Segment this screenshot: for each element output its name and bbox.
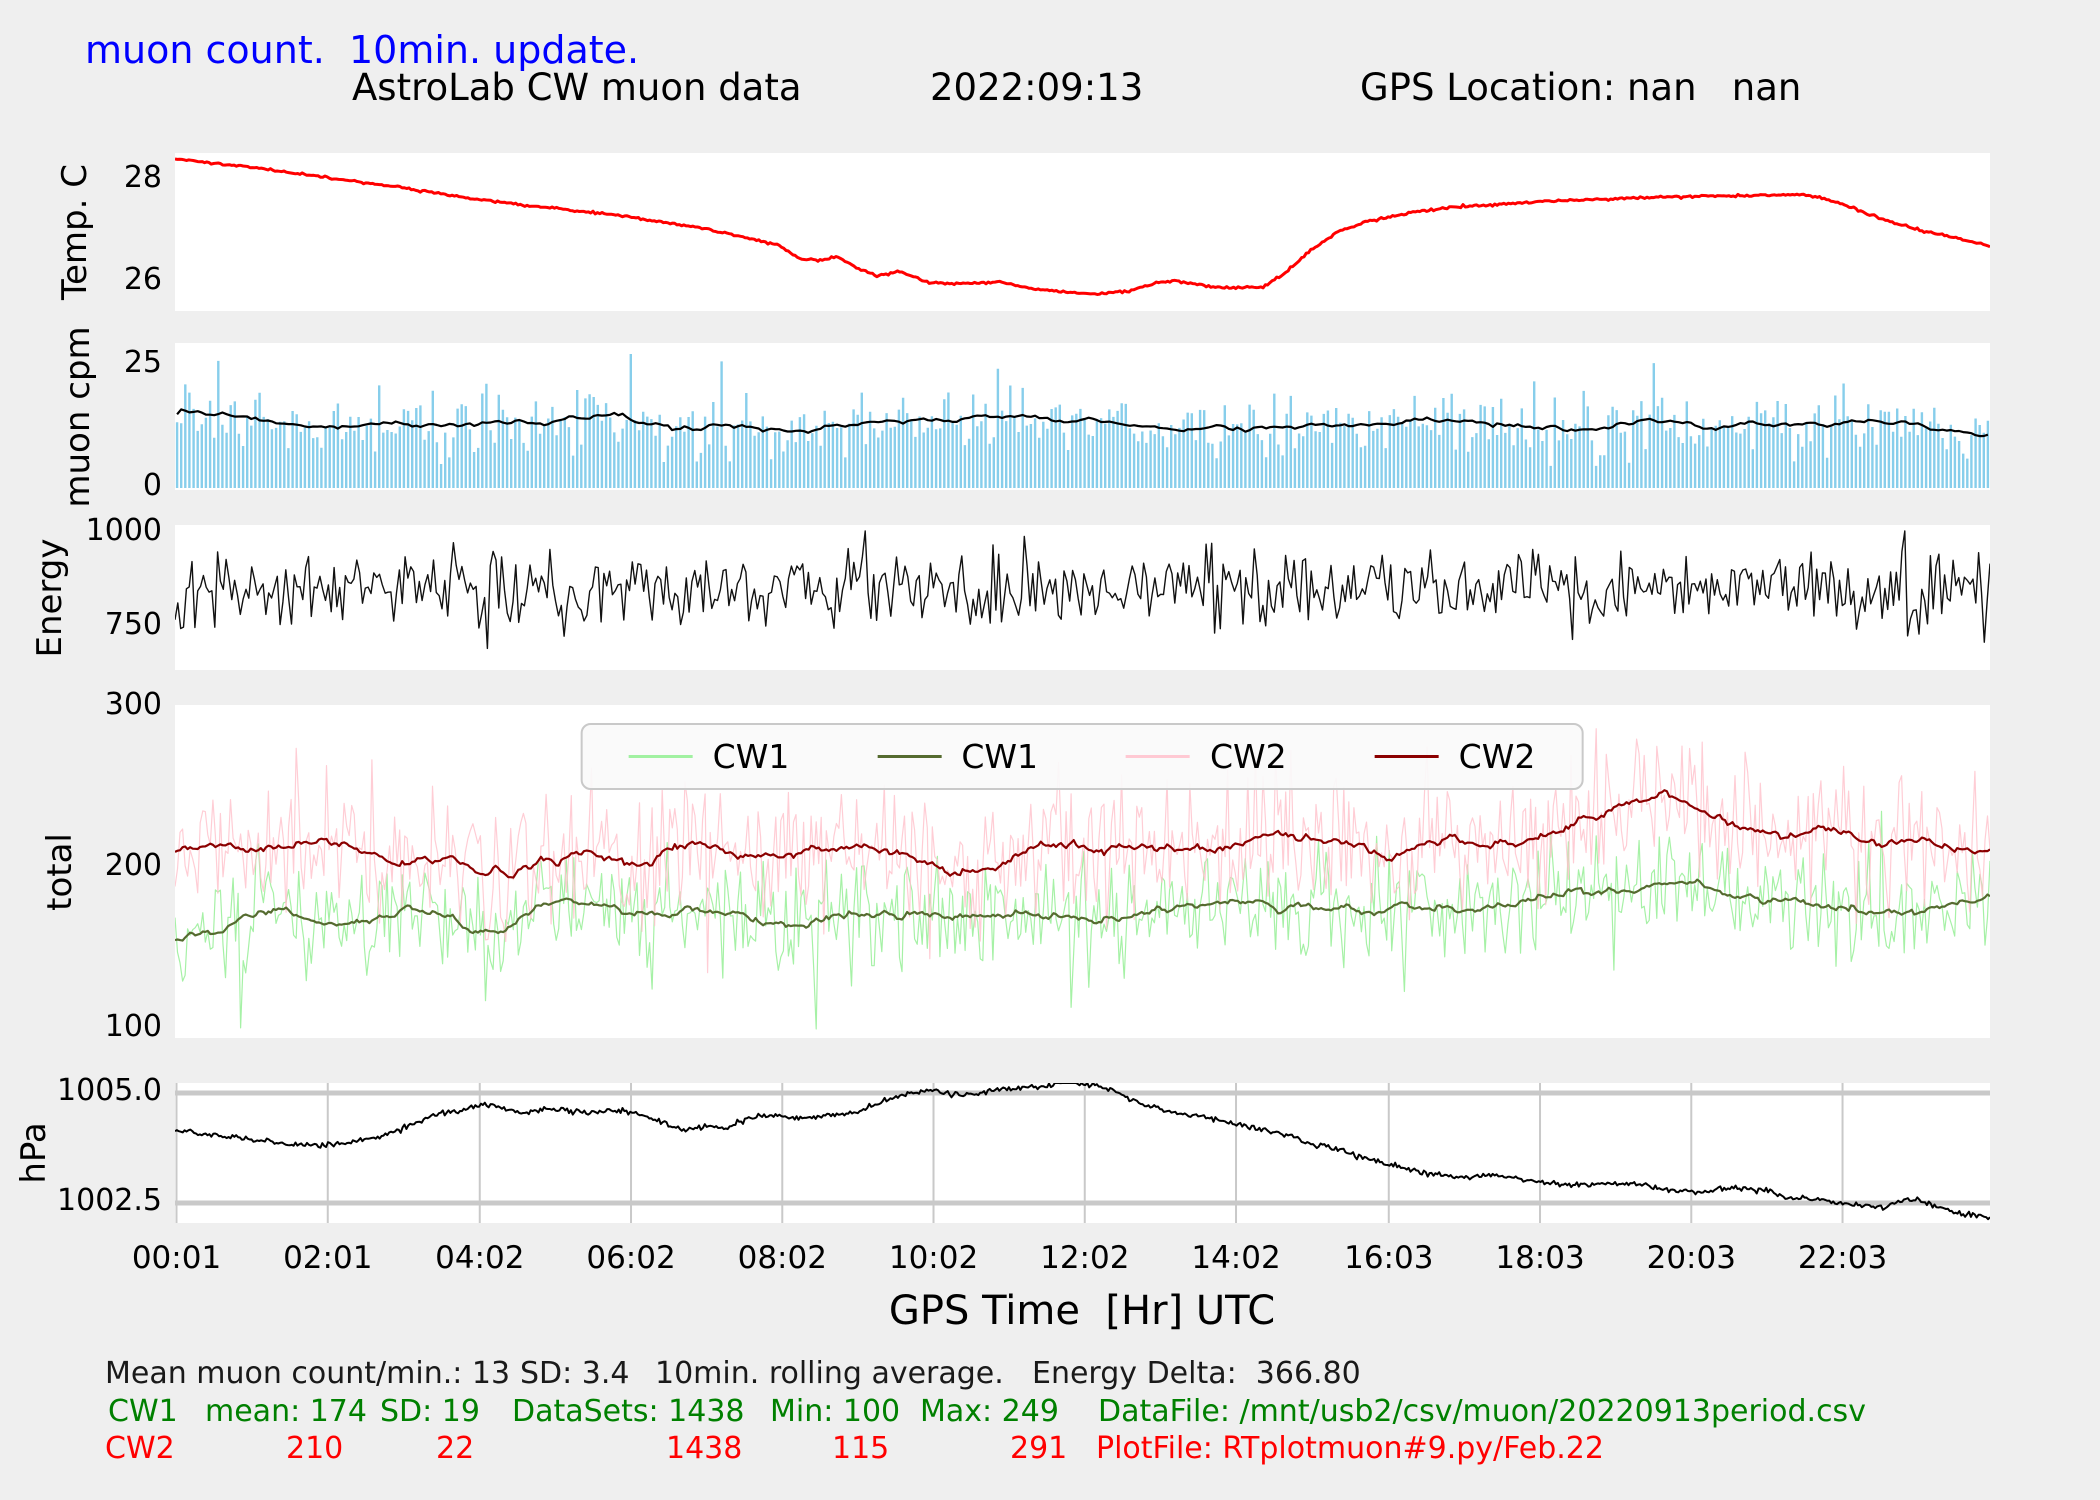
plot-file-path: PlotFile: RTplotmuon#9.py/Feb.22 (1096, 1431, 1604, 1466)
cw2-rolling-line (175, 789, 1990, 879)
legend-label: CW2 (1210, 737, 1287, 776)
cw1-datasets: DataSets: 1438 (512, 1394, 745, 1429)
x-tick-label: 00:01 (131, 1240, 222, 1276)
legend-line-swatch (877, 755, 942, 758)
energy-chart (175, 525, 1990, 670)
x-tick-label: 12:02 (1040, 1240, 1130, 1276)
hpa-chart (175, 1083, 1990, 1223)
y-axis-label-temp: Temp. C (55, 164, 95, 300)
legend-label: CW1 (961, 737, 1038, 776)
y-axis-label-hpa: hPa (14, 1122, 54, 1184)
cw2-max: 291 (1010, 1431, 1068, 1466)
legend-line-swatch (1126, 755, 1190, 758)
x-tick-label: 14:02 (1191, 1240, 1281, 1276)
data-file-path: DataFile: /mnt/usb2/csv/muon/20220913per… (1098, 1394, 1866, 1429)
x-tick-label: 22:03 (1797, 1240, 1888, 1276)
chart-legend: CW1 CW1 CW2 CW2 (580, 723, 1584, 790)
x-tick-label: 04:02 (435, 1240, 525, 1276)
muon-sd: SD: 3.4 (520, 1356, 630, 1391)
y-tick-label: 25 (123, 345, 162, 381)
muon-chart (175, 343, 1990, 490)
y-tick-label: 26 (123, 261, 162, 297)
y-tick-label: 0 (142, 468, 162, 504)
y-axis-label-total: total (40, 832, 80, 911)
cw1-rolling-line (175, 878, 1990, 942)
update-status-title: muon count. 10min. update. (85, 28, 640, 72)
legend-line-swatch (1374, 755, 1439, 758)
energy-delta: Energy Delta: 366.80 (1032, 1356, 1361, 1391)
cw2-sd: 22 (436, 1431, 475, 1466)
temperature-line (175, 157, 1990, 296)
y-axis-label-muon: muon cpm (58, 325, 98, 508)
y-tick-label: 1000 (85, 512, 162, 548)
cw2-datasets: 1438 (666, 1431, 743, 1466)
y-tick-label: 200 (104, 847, 162, 883)
x-tick-label: 20:03 (1646, 1240, 1736, 1276)
y-tick-label: 750 (104, 607, 162, 643)
y-tick-label: 1002.5 (57, 1182, 162, 1218)
cw1-raw-line (175, 810, 1990, 1030)
legend-item: CW1 (877, 737, 1038, 776)
x-tick-label: 18:03 (1495, 1240, 1585, 1276)
temp-chart (175, 153, 1990, 311)
x-tick-label: 02:01 (283, 1240, 373, 1276)
gps-location: GPS Location: nan nan (1360, 66, 1802, 109)
legend-item: CW2 (1126, 737, 1287, 776)
legend-label: CW2 (1458, 737, 1536, 776)
cw1-mean: mean: 174 (205, 1394, 367, 1429)
y-axis-label-energy: Energy (30, 537, 70, 658)
legend-line-swatch (628, 755, 693, 758)
cw1-sd: SD: 19 (380, 1394, 480, 1429)
x-tick-label: 10:02 (888, 1240, 979, 1276)
y-tick-label: 1005.0 (57, 1072, 162, 1108)
cw2-label: CW2 (105, 1431, 175, 1466)
plot-date: 2022:09:13 (930, 66, 1144, 109)
mean-muon-count: Mean muon count/min.: 13 (105, 1356, 511, 1391)
rolling-average-note: 10min. rolling average. (655, 1356, 1004, 1391)
x-tick-label: 16:03 (1344, 1240, 1434, 1276)
y-tick-label: 300 (104, 686, 162, 722)
cw2-raw-line (175, 728, 1990, 974)
muon-count-bars (175, 354, 1990, 488)
cw1-min: Min: 100 (770, 1394, 901, 1429)
pressure-line (175, 1083, 1990, 1221)
legend-label: CW1 (712, 737, 790, 776)
muon-rolling-average-line (176, 408, 1989, 438)
y-tick-label: 28 (123, 160, 162, 195)
legend-item: CW2 (1374, 737, 1536, 776)
x-tick-label: 08:02 (737, 1240, 827, 1276)
x-axis-label: GPS Time [Hr] UTC (888, 1288, 1276, 1334)
legend-item: CW1 (628, 737, 790, 776)
energy-line (175, 530, 1990, 650)
x-tick-label: 06:02 (586, 1240, 676, 1276)
cw1-label: CW1 (108, 1394, 178, 1429)
cw2-mean: 210 (286, 1431, 344, 1466)
cw2-min: 115 (832, 1431, 890, 1466)
y-tick-label: 100 (104, 1008, 162, 1044)
plot-title: AstroLab CW muon data (352, 66, 802, 109)
cw1-max: Max: 249 (920, 1394, 1059, 1429)
